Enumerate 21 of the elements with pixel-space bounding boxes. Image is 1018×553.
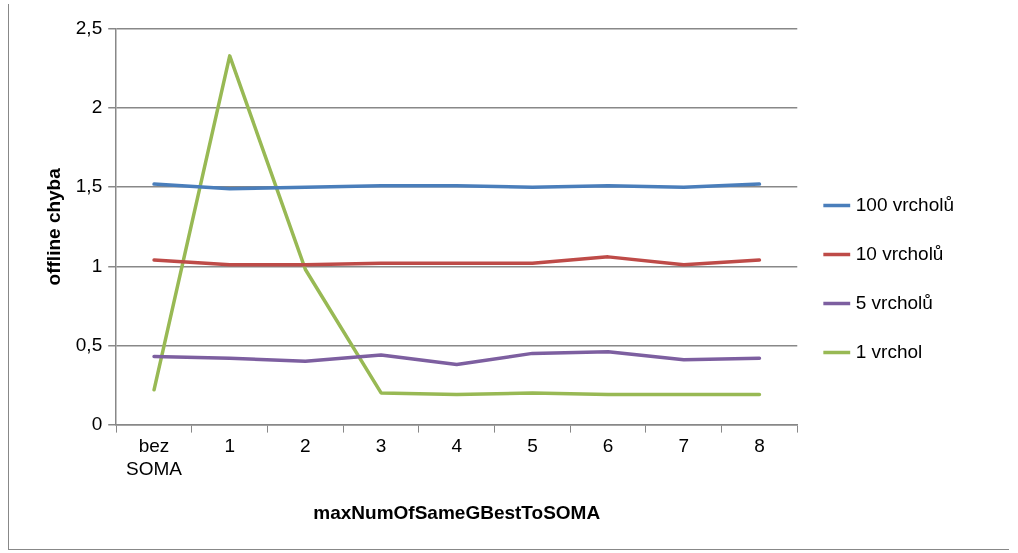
- legend-label: 1 vrchol: [855, 340, 923, 362]
- x-axis-title: maxNumOfSameGBestToSOMA: [313, 501, 601, 523]
- x-tick-label: 1: [224, 435, 236, 457]
- legend-label: 10 vrcholů: [855, 242, 944, 264]
- x-tick-label: 7: [678, 435, 690, 457]
- y-axis-title: offline chyba: [42, 167, 64, 286]
- x-tick-label: 2: [300, 435, 311, 457]
- y-tick-label: 2,5: [75, 17, 103, 39]
- x-tick-label: 6: [602, 435, 614, 457]
- x-tick-label: 8: [754, 435, 765, 457]
- legend-label: 5 vrcholů: [855, 291, 933, 313]
- y-tick-label: 1: [91, 254, 103, 276]
- legend-label: 100 vrcholů: [855, 193, 955, 215]
- x-tick-label: 3: [375, 435, 387, 457]
- x-tick-label: bez SOMA: [126, 435, 183, 480]
- y-tick-label: 0: [91, 412, 103, 434]
- y-tick-label: 0,5: [75, 333, 103, 355]
- y-tick-label: 2: [91, 96, 103, 118]
- x-tick-label: 4: [451, 435, 463, 457]
- y-tick-label: 1,5: [75, 175, 103, 197]
- x-tick-label: 5: [527, 435, 538, 457]
